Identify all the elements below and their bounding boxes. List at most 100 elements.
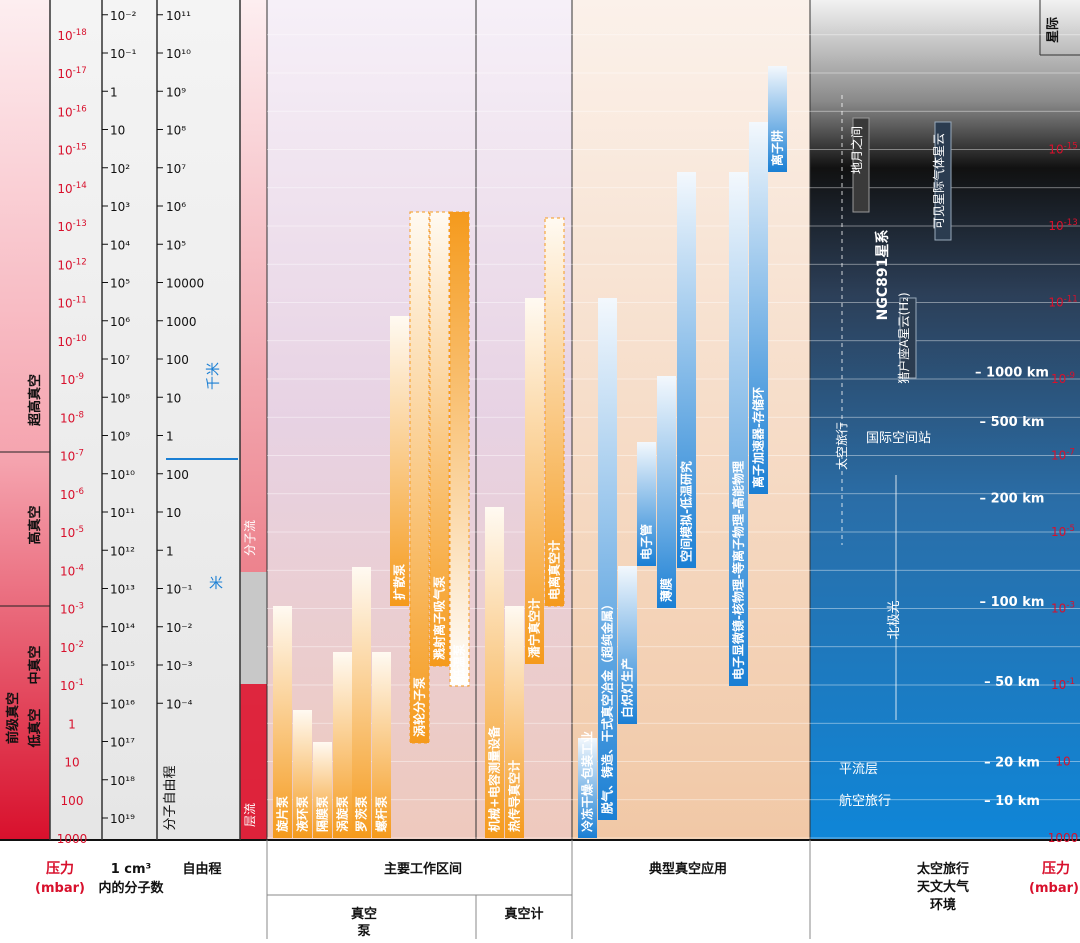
app-freeze-dry-label: 冷冻干燥-包装工业 — [580, 731, 595, 832]
molecule-tick-label: 10¹² — [110, 544, 135, 558]
footer-molecules-2: 内的分子数 — [98, 880, 164, 896]
visible-nebula-label: 可见星际气体星云 — [931, 133, 946, 229]
pump-liquid-ring-rect — [293, 710, 312, 838]
meter-unit-label: 米 — [209, 576, 223, 592]
footer-free-path: 自由程 — [182, 861, 221, 877]
molecule-tick-label: 1 — [110, 85, 118, 99]
earth-moon-label: 地月之间 — [850, 126, 864, 174]
freepath-tick-label: 10⁹ — [166, 85, 186, 99]
altitude-label: – 50 km — [984, 675, 1040, 690]
app-ion-trap-label: 离子阱 — [770, 130, 785, 166]
molecule-tick-label: 10⁻² — [110, 9, 137, 23]
range-medium: 中真空 — [27, 645, 43, 684]
app-electron-tube-label: 电子管 — [639, 524, 654, 560]
freepath-tick-label: 100 — [166, 468, 189, 482]
altitude-label: – 200 km — [980, 492, 1045, 507]
gauge-capacitance-label: 机械+电容测量设备 — [487, 725, 502, 832]
molecular-flow-label: 分子流 — [243, 520, 257, 556]
pump-ion-getter-label: 溅射离子吸气泵 — [432, 576, 447, 660]
aviation-label: 航空旅行 — [839, 793, 891, 809]
freepath-tick-label: 10¹⁰ — [166, 47, 191, 61]
app-ion-trap-rect — [768, 66, 787, 172]
freepath-tick-label: 1 — [166, 430, 174, 444]
kilometer-unit-label: 千米 — [206, 362, 222, 390]
app-electron-microscope: 电子显微镜-核物理-等离子物理-高能物理 — [729, 172, 748, 686]
gauge-ionization: 电离真空计 — [544, 217, 565, 607]
gauge-capacitance: 机械+电容测量设备 — [485, 507, 504, 838]
range-low: 低真空 — [27, 708, 43, 748]
pump-screw-rect — [372, 652, 391, 838]
pressure-tick-label: 10 — [64, 756, 79, 770]
footer-gauge: 真空计 — [504, 906, 543, 922]
pressure-tick-label: 100 — [61, 794, 84, 808]
pump-diffusion-label: 扩散泵 — [392, 564, 407, 600]
molecule-tick-label: 10⁶ — [110, 315, 130, 329]
pump-diffusion: 扩散泵 — [390, 316, 409, 606]
molecule-tick-label: 10³ — [110, 200, 130, 214]
pump-rotary-vane-label: 旋片泵 — [275, 796, 290, 833]
app-thin-film-rect — [657, 376, 676, 608]
gauge-penning-label: 潘宁真空计 — [527, 598, 542, 658]
app-electron-microscope-label: 电子显微镜-核物理-等离子物理-高能物理 — [731, 461, 746, 680]
molecule-tick-label: 10⁴ — [110, 238, 130, 252]
pressure-tick-label: 1 — [68, 717, 76, 731]
aurora-label: 北极光 — [887, 600, 902, 639]
pressure-axis-bg — [0, 0, 50, 840]
gauge-thermal: 热传导真空计 — [505, 606, 524, 838]
molecule-tick-label: 10¹³ — [110, 583, 135, 597]
pump-roots-rect — [352, 567, 371, 838]
pump-screw: 螺杆泵 — [372, 652, 391, 838]
app-thin-film-label: 薄膜 — [659, 578, 674, 602]
footer-pump-1: 真空 — [351, 906, 377, 922]
pump-scroll-label: 涡旋泵 — [335, 796, 350, 832]
app-degassing-label: 脱气、铸造、干式真空冶金（超纯金属） — [600, 598, 615, 814]
altitude-label: – 1000 km — [975, 365, 1049, 380]
pump-diaphragm-label: 隔膜泵 — [315, 796, 330, 832]
gauge-thermal-rect — [505, 606, 524, 838]
gauge-ionization-label: 电离真空计 — [547, 540, 562, 600]
transition-flow-band — [240, 572, 267, 684]
footer-typical-apps: 典型真空应用 — [649, 861, 727, 877]
pressure-tick-label: 1000 — [57, 832, 88, 846]
pump-rotary-vane: 旋片泵 — [273, 606, 292, 838]
app-freeze-dry-rect — [578, 738, 597, 838]
app-accelerator-rect — [749, 122, 768, 494]
pump-liquid-ring: 液环泵 — [293, 710, 312, 838]
laminar-flow-band — [240, 684, 267, 840]
footer-working-range: 主要工作区间 — [384, 861, 462, 877]
freepath-tick-label: 1000 — [166, 315, 197, 329]
app-space-simulation: 空间模拟-低温研究 — [677, 172, 696, 568]
molecule-tick-label: 10¹⁶ — [110, 697, 135, 711]
freepath-tick-label: 10⁸ — [166, 124, 186, 138]
pump-roots-label: 罗茨泵 — [354, 796, 369, 832]
molecule-tick-label: 10 — [110, 124, 125, 138]
freepath-tick-label: 10⁻² — [166, 621, 193, 635]
space-travel-label: 太空旅行 — [834, 422, 849, 470]
gauge-penning-rect — [525, 298, 544, 664]
gauge-ionization-rect — [544, 217, 565, 607]
app-lamp-label: 白炽灯生产 — [620, 658, 635, 718]
footer-space-env-1: 太空旅行 — [916, 861, 969, 877]
pump-diffusion-rect — [390, 316, 409, 606]
freepath-tick-label: 1 — [166, 544, 174, 558]
pump-diaphragm: 隔膜泵 — [313, 742, 332, 838]
freepath-tick-label: 100 — [166, 353, 189, 367]
app-lamp: 白炽灯生产 — [618, 566, 637, 724]
molecule-tick-label: 10¹¹ — [110, 506, 135, 520]
app-electron-tube: 电子管 — [637, 442, 656, 566]
molecule-tick-label: 10¹⁸ — [110, 774, 135, 788]
range-rough: 前级真空 — [5, 692, 21, 744]
molecule-tick-label: 10¹⁷ — [110, 736, 135, 750]
freepath-tick-label: 10⁻³ — [166, 659, 193, 673]
freepath-tick-label: 10000 — [166, 277, 204, 291]
pump-roots: 罗茨泵 — [352, 567, 371, 838]
footer-space-env-2: 天文大气 — [917, 879, 969, 895]
free-path-vertical-label: 分子自由程 — [163, 765, 178, 830]
app-space-simulation-rect — [677, 172, 696, 568]
molecule-tick-label: 10⁻¹ — [110, 47, 137, 61]
footer-pressure: 压力 — [46, 860, 74, 877]
iss-label: 国际空间站 — [866, 431, 931, 446]
